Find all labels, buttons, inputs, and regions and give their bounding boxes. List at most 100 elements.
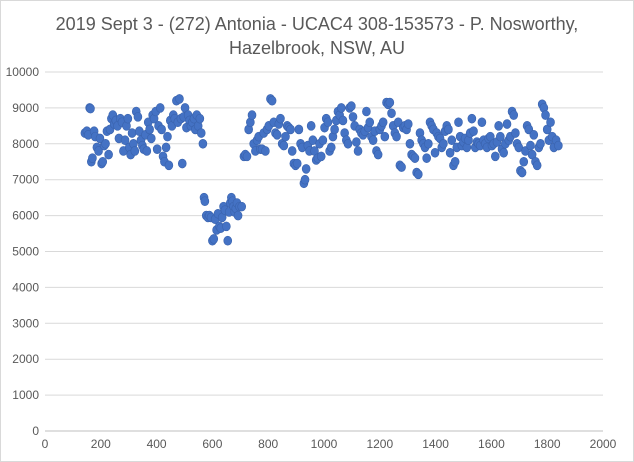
data-point — [414, 169, 423, 180]
data-point — [247, 110, 257, 120]
data-point — [104, 149, 113, 160]
data-point — [155, 103, 165, 113]
data-point — [424, 139, 433, 149]
data-point — [157, 124, 166, 135]
data-point — [494, 121, 503, 131]
data-point — [546, 117, 555, 128]
data-point — [222, 221, 231, 232]
data-point — [163, 131, 172, 142]
data-point — [368, 135, 378, 146]
data-point — [511, 128, 520, 138]
data-point — [336, 103, 346, 113]
data-point — [491, 151, 500, 162]
data-point — [347, 101, 356, 111]
y-tick-label: 4000 — [12, 280, 39, 294]
data-point — [294, 124, 304, 135]
data-point — [101, 139, 110, 149]
data-point — [517, 167, 527, 178]
data-point — [499, 147, 508, 158]
y-tick-label: 7000 — [12, 173, 39, 187]
x-tick-label: 200 — [91, 437, 111, 451]
data-point — [195, 113, 205, 124]
data-point — [161, 142, 171, 153]
x-tick-labels: 0 200 400 600 800 1000 1200 1400 1600 1800 2000 — [42, 437, 617, 451]
data-point — [267, 95, 277, 106]
data-point — [529, 130, 539, 140]
data-point — [286, 124, 295, 135]
data-point — [380, 131, 390, 142]
data-point — [338, 115, 348, 126]
data-point — [133, 112, 143, 122]
x-tick-label: 1800 — [534, 437, 561, 451]
data-point — [439, 139, 448, 149]
data-point — [301, 164, 311, 174]
chart-title-line-2: Hazelbrook, NSW, AU — [228, 38, 406, 58]
data-point — [536, 139, 545, 149]
data-point — [281, 131, 290, 142]
data-point — [526, 140, 535, 151]
data-point — [385, 97, 395, 108]
y-tick-label: 10000 — [6, 65, 40, 79]
data-point — [152, 144, 162, 154]
data-point — [130, 146, 140, 156]
x-tick-label: 600 — [202, 437, 222, 451]
x-tick-label: 1400 — [422, 437, 449, 451]
data-point — [242, 151, 252, 162]
y-tick-label: 3000 — [12, 316, 39, 330]
data-point — [378, 117, 388, 128]
data-point — [237, 201, 246, 212]
y-tick-label: 2000 — [12, 352, 39, 366]
data-point — [348, 112, 358, 122]
data-point — [88, 153, 97, 163]
data-point — [146, 133, 156, 144]
data-point — [502, 119, 512, 129]
data-point — [362, 106, 371, 117]
data-point — [177, 158, 187, 169]
data-point — [326, 142, 336, 153]
data-point — [198, 139, 208, 149]
data-point — [318, 135, 328, 146]
data-point — [94, 146, 103, 156]
data-point — [352, 137, 361, 147]
data-point — [392, 131, 401, 142]
data-point — [233, 210, 243, 221]
data-point — [95, 133, 105, 144]
data-point — [279, 140, 289, 151]
data-point — [330, 124, 339, 135]
data-point — [509, 110, 519, 120]
data-point — [444, 124, 453, 135]
y-tick-label: 1000 — [12, 388, 39, 402]
data-point — [323, 117, 333, 128]
data-point — [164, 160, 174, 171]
y-tick-label: 8000 — [12, 137, 39, 151]
data-point — [445, 147, 455, 158]
data-point — [447, 135, 457, 146]
data-point — [365, 117, 375, 128]
data-point — [175, 94, 184, 104]
data-point — [223, 235, 233, 246]
data-point — [422, 153, 431, 163]
data-point — [145, 124, 154, 135]
y-tick-label: 9000 — [12, 101, 39, 115]
data-point — [353, 146, 363, 156]
data-point — [272, 130, 282, 140]
y-tick-label: 0 — [32, 424, 39, 438]
data-point — [496, 131, 505, 142]
data-point — [261, 146, 270, 156]
data-point — [196, 128, 206, 138]
data-point — [454, 117, 463, 128]
data-point — [120, 135, 130, 146]
data-point — [467, 113, 477, 124]
data-point — [276, 113, 285, 124]
data-point — [403, 119, 413, 129]
data-point — [554, 140, 563, 151]
data-points — [80, 94, 563, 246]
data-point — [373, 149, 383, 160]
data-point — [316, 151, 326, 162]
data-point — [306, 121, 316, 131]
chart-title-line-1: 2019 Sept 3 - (272) Antonia - UCAC4 308-… — [55, 14, 579, 34]
y-tick-label: 5000 — [12, 245, 39, 259]
x-tick-label: 0 — [42, 437, 49, 451]
